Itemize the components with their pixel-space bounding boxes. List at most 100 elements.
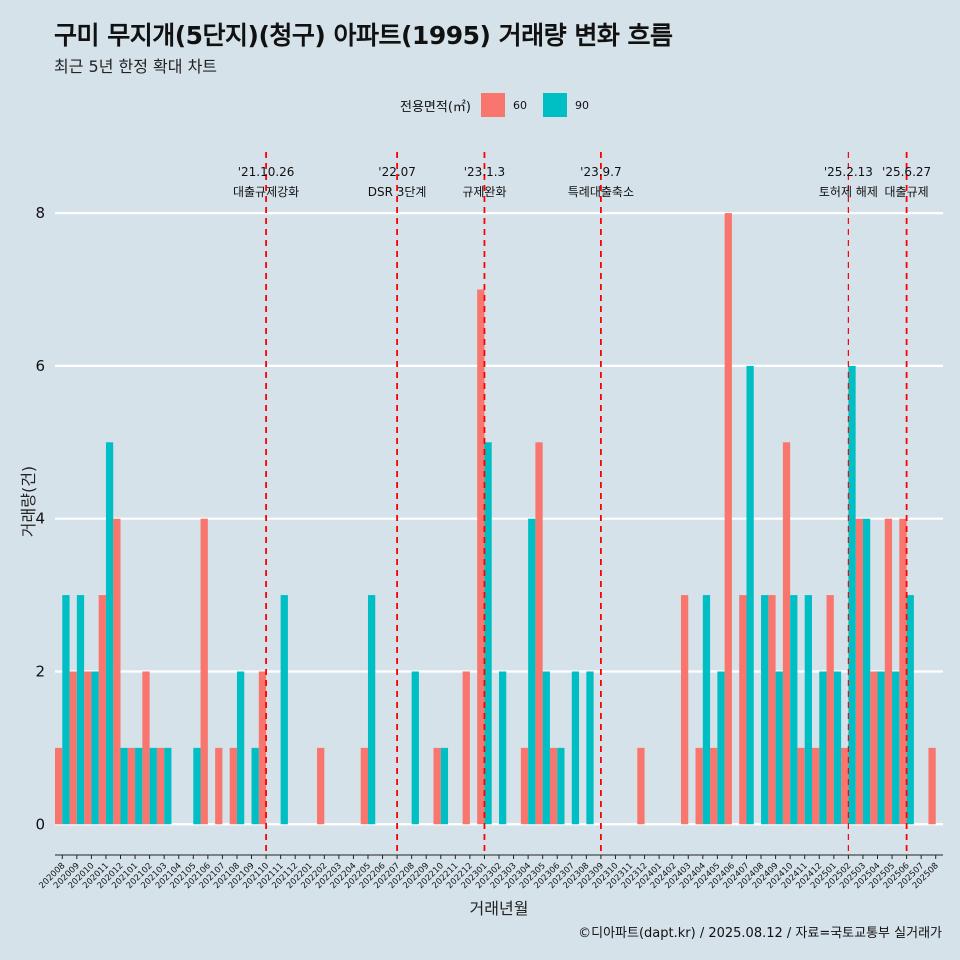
bar-90-202306	[557, 747, 565, 825]
bar-60-202410	[782, 442, 791, 825]
bar-90-202504	[877, 671, 885, 825]
bar-90-202304	[528, 518, 536, 825]
bar-60-202212	[462, 671, 470, 825]
bar-60-202301	[477, 289, 485, 825]
event-label: 특례대출축소	[568, 185, 634, 199]
legend-label-60: 60	[512, 98, 527, 112]
bar-90-202102	[149, 747, 157, 825]
bar-90-202111	[280, 595, 288, 825]
event-date: '22.07	[378, 165, 416, 179]
bar-60-202405	[710, 747, 718, 825]
bar-90-202405	[717, 671, 725, 825]
y-tick-label: 4	[35, 510, 45, 528]
bar-90-202108	[236, 671, 245, 825]
bar-90-202305	[542, 671, 550, 825]
legend-title: 전용면적(㎡)	[400, 99, 471, 115]
bar-60-202506	[899, 518, 907, 825]
bar-90-202410	[790, 595, 798, 825]
bar-60-202501	[826, 595, 834, 825]
y-tick-label: 6	[35, 357, 45, 375]
bar-90-202503	[862, 518, 871, 825]
bar-60-202010	[84, 671, 92, 825]
event-label: 토허제 해제	[819, 185, 878, 199]
bar-90-202408	[761, 595, 769, 825]
bar-90-202009	[76, 595, 85, 825]
bar-60-202304	[520, 747, 529, 825]
chart-title: 구미 무지개(5단지)(청구) 아파트(1995) 거래량 변화 흐름	[54, 21, 673, 50]
bar-90-202505	[892, 671, 900, 825]
bar-90-202208	[411, 671, 419, 825]
bar-90-202407	[746, 365, 754, 825]
bar-60-202205	[360, 747, 368, 825]
bar-60-202110	[258, 671, 267, 825]
bar-60-202011	[98, 595, 106, 825]
bar-60-202107	[215, 747, 223, 825]
bar-60-202403	[680, 595, 689, 825]
bar-60-202108	[229, 747, 237, 825]
bar-60-202305	[535, 442, 543, 825]
bar-90-202412	[819, 671, 827, 825]
bar-60-202312	[637, 747, 645, 825]
bar-90-202008	[62, 595, 70, 825]
bar-90-202501	[833, 671, 842, 825]
event-date: '23.1.3	[464, 165, 505, 179]
bar-60-202504	[870, 671, 878, 825]
bar-60-202404	[695, 747, 703, 825]
y-tick-label: 2	[35, 662, 45, 680]
bar-60-202210	[433, 747, 441, 825]
legend-key-90	[542, 93, 567, 117]
bar-90-202301	[484, 442, 492, 825]
event-date: '21.10.26	[238, 165, 295, 179]
chart-subtitle: 최근 5년 한정 확대 차트	[54, 57, 218, 76]
event-label: 규제완화	[462, 185, 506, 199]
bar-60-202508	[928, 747, 936, 825]
bar-60-202009	[69, 671, 77, 825]
bar-60-202202	[317, 747, 325, 825]
legend-key-60	[480, 93, 505, 117]
bar-60-202412	[811, 747, 820, 825]
y-axis-title: 거래량(건)	[19, 466, 38, 537]
bar-60-202502	[841, 747, 849, 825]
x-axis-title: 거래년월	[470, 899, 529, 918]
bar-90-202411	[804, 595, 812, 825]
source-caption: ©디아파트(dapt.kr) / 2025.08.12 / 자료=국토교통부 실…	[578, 926, 942, 941]
bar-90-202502	[848, 365, 856, 825]
bar-60-202505	[884, 518, 893, 825]
event-date: '23.9.7	[580, 165, 621, 179]
bar-60-202012	[113, 518, 121, 825]
bar-90-202012	[120, 747, 128, 825]
event-label: 대출규제강화	[233, 185, 299, 199]
bar-60-202306	[549, 747, 558, 825]
bar-90-202103	[164, 747, 172, 825]
bar-60-202407	[739, 595, 747, 825]
y-tick-label: 8	[35, 204, 45, 222]
legend-label-90: 90	[574, 98, 589, 112]
bar-90-202210	[440, 747, 449, 825]
bar-90-202101	[135, 747, 143, 825]
event-label: 대출규제	[885, 185, 929, 199]
event-label: DSR 3단계	[368, 185, 427, 199]
event-date: '25.6.27	[882, 165, 931, 179]
bar-60-202411	[797, 747, 805, 825]
event-date: '25.2.13	[824, 165, 873, 179]
bar-90-202307	[571, 671, 580, 825]
bar-90-202404	[702, 595, 711, 825]
bar-60-202101	[127, 747, 136, 825]
bar-60-202409	[768, 595, 776, 825]
bar-90-202010	[91, 671, 99, 825]
bar-60-202008	[55, 747, 63, 825]
bar-90-202205	[367, 595, 376, 825]
bar-60-202106	[200, 518, 208, 825]
bar-90-202011	[105, 442, 114, 825]
y-tick-label: 0	[35, 815, 45, 833]
bar-60-202406	[724, 213, 732, 825]
bar-90-202109	[251, 747, 259, 825]
bar-90-202506	[906, 595, 914, 825]
legend: 전용면적(㎡) 60 90	[400, 93, 605, 117]
bar-90-202409	[775, 671, 783, 825]
bar-90-202308	[586, 671, 594, 825]
bar-60-202102	[142, 671, 150, 825]
bar-90-202302	[499, 671, 507, 825]
bar-90-202105	[193, 747, 201, 825]
